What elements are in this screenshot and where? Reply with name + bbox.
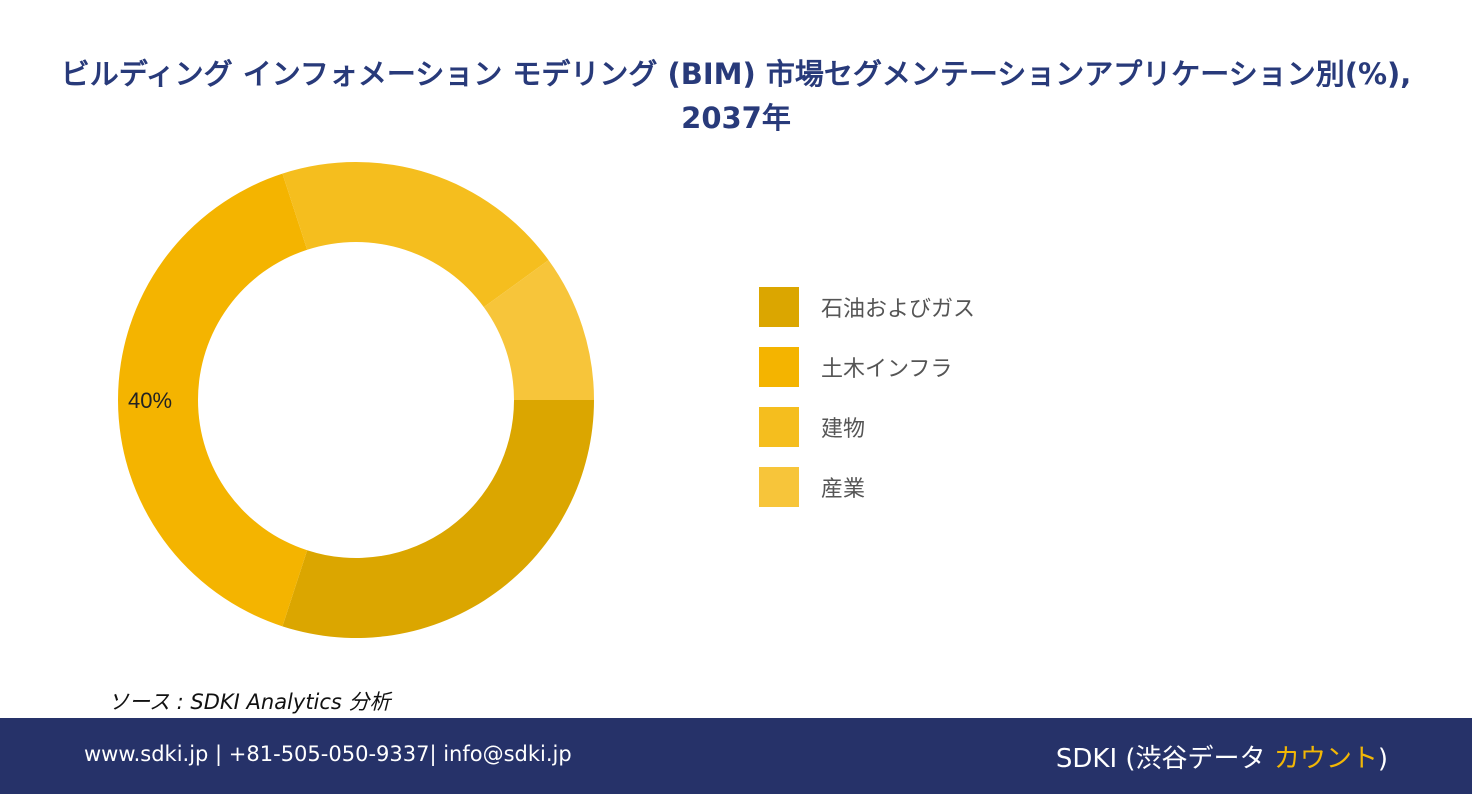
legend-label: 建物 (821, 417, 866, 442)
legend-item-oil-gas: 石油およびガス (759, 287, 975, 327)
legend-swatch (759, 287, 799, 327)
legend-swatch (759, 467, 799, 507)
source-note: ソース : SDKI Analytics 分析 (108, 690, 391, 714)
legend-label: 石油およびガス (821, 297, 976, 322)
legend-swatch (759, 347, 799, 387)
donut-chart: 40% (117, 162, 594, 638)
chart-title: ビルディング インフォメーション モデリング (BIM) 市場セグメンテーション… (60, 57, 1412, 135)
legend-label: 産業 (821, 477, 866, 502)
brand-prefix: SDKI (渋谷データ (1055, 744, 1274, 774)
donut-slice-3 (483, 260, 594, 400)
chart-legend: 石油およびガス 土木インフラ 建物 産業 (759, 287, 975, 527)
footer-brand: SDKI (渋谷データ カウント) (1056, 738, 1388, 775)
legend-item-civil-infrastructure: 土木インフラ (759, 347, 975, 387)
legend-label: 土木インフラ (821, 357, 953, 382)
legend-item-buildings: 建物 (759, 407, 975, 447)
data-label-1: 40% (128, 388, 172, 413)
legend-item-industrial: 産業 (759, 467, 975, 507)
brand-accent: カウント (1273, 744, 1378, 774)
footer-bar: www.sdki.jp | +81-505-050-9337| info@sdk… (0, 718, 1472, 794)
donut-slice-2 (282, 162, 549, 308)
donut-slice-0 (282, 400, 594, 638)
brand-suffix: ) (1377, 744, 1388, 774)
donut-slice-1 (117, 173, 308, 627)
footer-contact: www.sdki.jp | +81-505-050-9337| info@sdk… (84, 742, 572, 766)
legend-swatch (759, 407, 799, 447)
